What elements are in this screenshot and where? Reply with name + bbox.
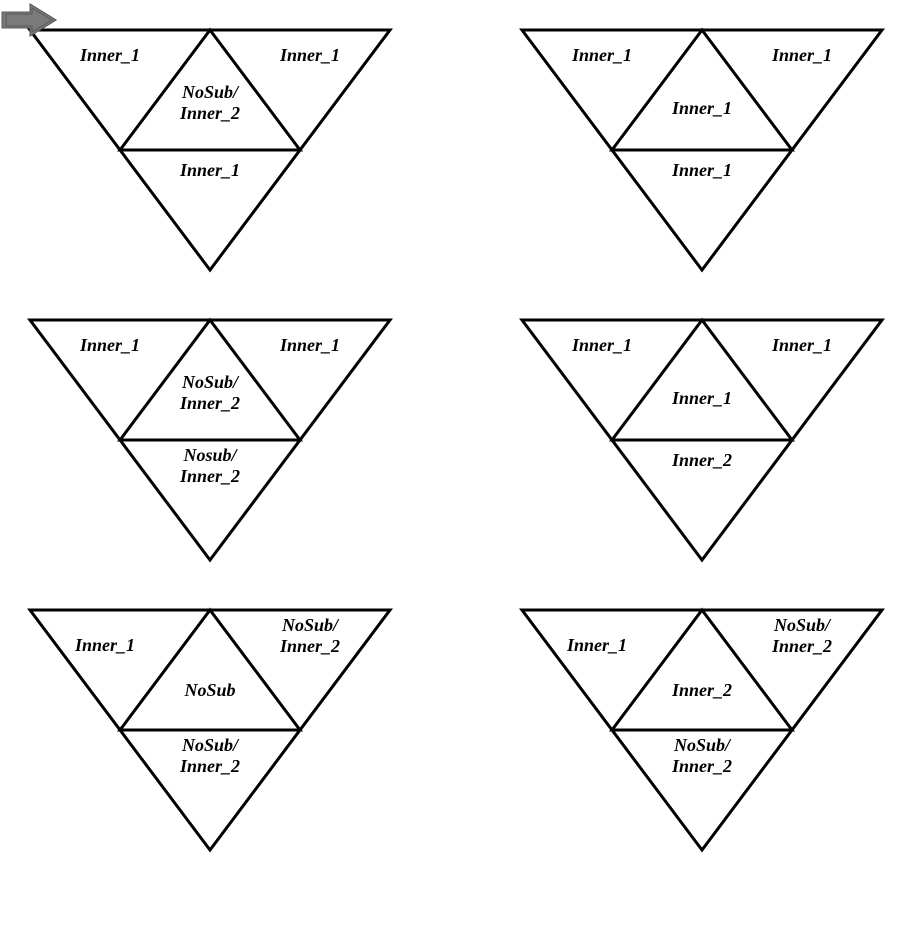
triangle-left: Inner_1 Inner_1 NoSub/ Inner_2 Inner_1 — [20, 20, 400, 280]
label-bottom: NoSub/ Inner_2 — [632, 735, 772, 776]
triangle-left: Inner_1 NoSub/ Inner_2 NoSub NoSub/ Inne… — [20, 600, 400, 860]
diagram-row: Inner_1 Inner_1 NoSub/ Inner_2 Nosub/ In… — [20, 310, 892, 570]
label-bottom: Nosub/ Inner_2 — [140, 445, 280, 486]
label-top-right: Inner_1 — [250, 335, 370, 356]
label-center: NoSub — [140, 680, 280, 701]
diagram-row: Inner_1 NoSub/ Inner_2 NoSub NoSub/ Inne… — [20, 600, 892, 860]
label-bottom: Inner_1 — [632, 160, 772, 181]
label-top-left: Inner_1 — [537, 635, 657, 656]
label-top-right: NoSub/ Inner_2 — [737, 615, 867, 656]
label-top-left: Inner_1 — [542, 45, 662, 66]
triangle-right: Inner_1 NoSub/ Inner_2 Inner_2 NoSub/ In… — [512, 600, 892, 860]
label-center: Inner_1 — [632, 98, 772, 119]
label-top-left: Inner_1 — [50, 45, 170, 66]
label-center: Inner_2 — [632, 680, 772, 701]
label-bottom: Inner_2 — [632, 450, 772, 471]
label-top-left: Inner_1 — [50, 335, 170, 356]
triangle-left: Inner_1 Inner_1 NoSub/ Inner_2 Nosub/ In… — [20, 310, 400, 570]
triangle-right: Inner_1 Inner_1 Inner_1 Inner_1 — [512, 20, 892, 280]
label-top-left: Inner_1 — [45, 635, 165, 656]
label-center: Inner_1 — [632, 388, 772, 409]
diagram-row: Inner_1 Inner_1 NoSub/ Inner_2 Inner_1 I… — [20, 20, 892, 280]
label-center: NoSub/ Inner_2 — [140, 372, 280, 413]
label-top-right: Inner_1 — [742, 335, 862, 356]
label-bottom: Inner_1 — [140, 160, 280, 181]
label-top-right: Inner_1 — [742, 45, 862, 66]
label-top-left: Inner_1 — [542, 335, 662, 356]
label-bottom: NoSub/ Inner_2 — [140, 735, 280, 776]
label-top-right: Inner_1 — [250, 45, 370, 66]
diagram-container: Inner_1 Inner_1 NoSub/ Inner_2 Inner_1 I… — [20, 20, 892, 860]
label-center: NoSub/ Inner_2 — [140, 82, 280, 123]
label-top-right: NoSub/ Inner_2 — [245, 615, 375, 656]
triangle-right: Inner_1 Inner_1 Inner_1 Inner_2 — [512, 310, 892, 570]
